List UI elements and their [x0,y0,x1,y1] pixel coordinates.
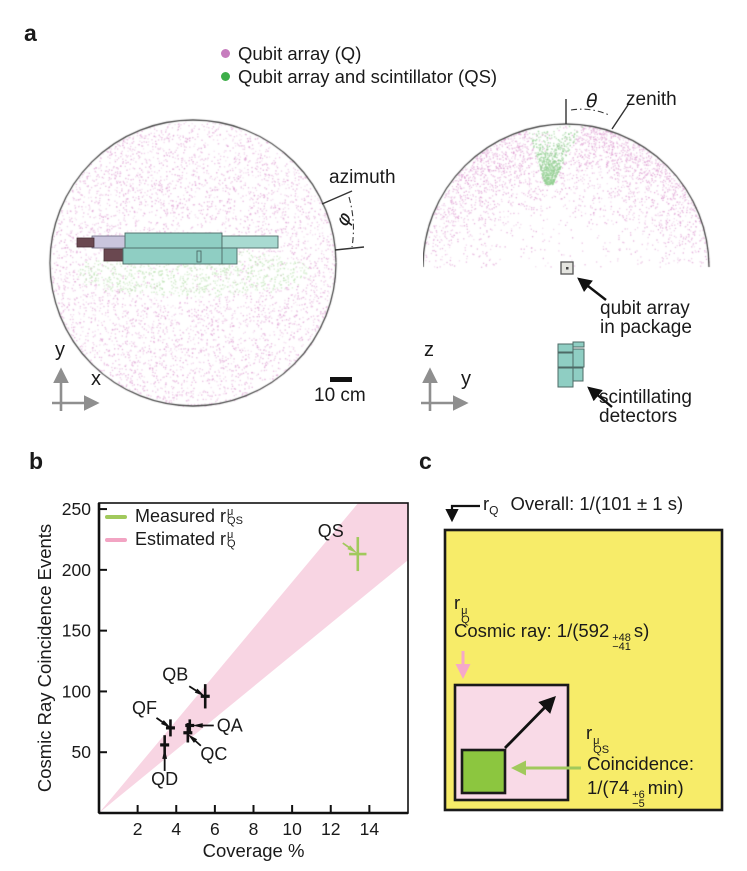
y-tick-label: 250 [62,499,91,519]
point-label-QB: QB [162,664,188,684]
x-tick-label: 4 [171,819,181,839]
y-tick-label: 200 [62,560,91,580]
left-axes [52,367,100,411]
point-label-QA: QA [217,715,243,735]
legend-item-qubit-scintillator: Qubit array and scintillator (QS) [221,65,497,88]
panel-a-legend: Qubit array (Q) Qubit array and scintill… [221,42,497,88]
diagonal-arrow [504,696,556,749]
point-label-QS: QS [318,521,344,541]
right-axes [421,367,469,411]
zenith-angle-marker [565,99,629,130]
cryostat-part [76,237,95,248]
legend-text: Measured r [135,506,227,526]
point-label-QD: QD [151,769,178,789]
scintillator-stack [557,341,585,388]
panel-b-label: b [29,448,44,474]
y-tick-label: 150 [62,621,91,641]
scintillator-label-line2: detectors [599,406,678,427]
left-axis-y-label: y [55,339,65,361]
panel-c-label: c [419,448,432,474]
scintillator-bar [122,247,238,265]
chart-point-QC: QC [183,723,227,764]
legend-item-measured: Measured r μ QS [105,505,243,528]
legend-text: Estimated r [135,529,227,549]
x-tick-label: 2 [133,819,143,839]
green-line-icon [105,514,127,519]
theta-symbol: θ [586,90,598,112]
point-label-QC: QC [200,744,227,764]
azimuth-angle-marker [321,190,365,251]
chart-point-QS: QS [318,521,367,572]
scale-bar [330,377,352,382]
zenith-label: zenith [626,89,677,110]
x-tick-label: 12 [321,819,340,839]
right-axis-z-label: z [424,339,434,361]
right-axis-y-label: y [461,368,471,390]
cosmic-rate-label: Cosmic ray: 1/(592 +48 −41 s) [454,620,650,653]
azimuth-label: azimuth [329,167,396,188]
chart-point-QA: QA [185,715,243,735]
y-tick-label: 100 [62,681,91,701]
coincidence-label-line1: Coincidence: [587,753,694,774]
estimated-rate-band [99,503,408,813]
coincidence-label-line2: 1/(74 +6 −5 min) [587,777,684,810]
detector-assembly [76,232,279,265]
overall-rate-arrow [445,504,480,523]
slot [196,250,202,263]
coincidence-rate-symbol: r μ QS [586,722,610,756]
x-axis-title: Coverage % [203,840,305,861]
overall-rate-label: rQ Overall: 1/(101 ± 1 s) [483,493,684,518]
coincidence-chart: 2 4 6 8 10 12 14 50 100 150 200 250 Cosmic Ray Coinc… [34,499,409,861]
scintillator-bar [124,232,223,250]
scale-bar-label: 10 cm [314,385,366,406]
x-tick-label: 10 [282,819,302,839]
legend-label: Qubit array (Q) [238,42,362,64]
pink-line-icon [105,537,127,542]
scintillator-arrow [587,386,613,408]
chart-point-QB: QB [162,664,210,709]
cryostat-part [103,248,126,262]
scintillator-bar [221,235,279,249]
zenith-scatter-plot [423,96,713,274]
legend-item-qubit-array: Qubit array (Q) [221,42,497,65]
chart-axes: 2 4 6 8 10 12 14 50 100 150 200 250 Cosmic Ray Coinc… [34,499,409,861]
y-axis-title: Cosmic Ray Coincidence Events [34,524,55,792]
point-label-QF: QF [132,698,157,718]
x-tick-label: 14 [360,819,380,839]
x-tick-label: 6 [210,819,220,839]
chart-point-QD: QD [151,735,178,789]
left-axis-x-label: x [91,368,101,390]
panel-a-label: a [24,20,37,46]
y-tick-label: 50 [72,742,92,762]
package-label-line1: qubit array [600,298,690,319]
cryostat-part [91,235,128,249]
legend-rqs-script: μ QS [227,505,243,527]
chart-point-QF: QF [132,698,175,737]
package-arrow [577,277,607,301]
legend-label: Qubit array and scintillator (QS) [238,65,498,87]
green-dot-icon [221,72,230,81]
qubit-package [560,261,574,275]
pink-dot-icon [221,49,230,58]
x-tick-label: 8 [249,819,259,839]
package-label-line2: in package [600,317,692,338]
coincidence-rate-rect [460,748,507,795]
scintillator-label-line1: scintillating [599,387,692,408]
rate-diagram [443,504,724,812]
